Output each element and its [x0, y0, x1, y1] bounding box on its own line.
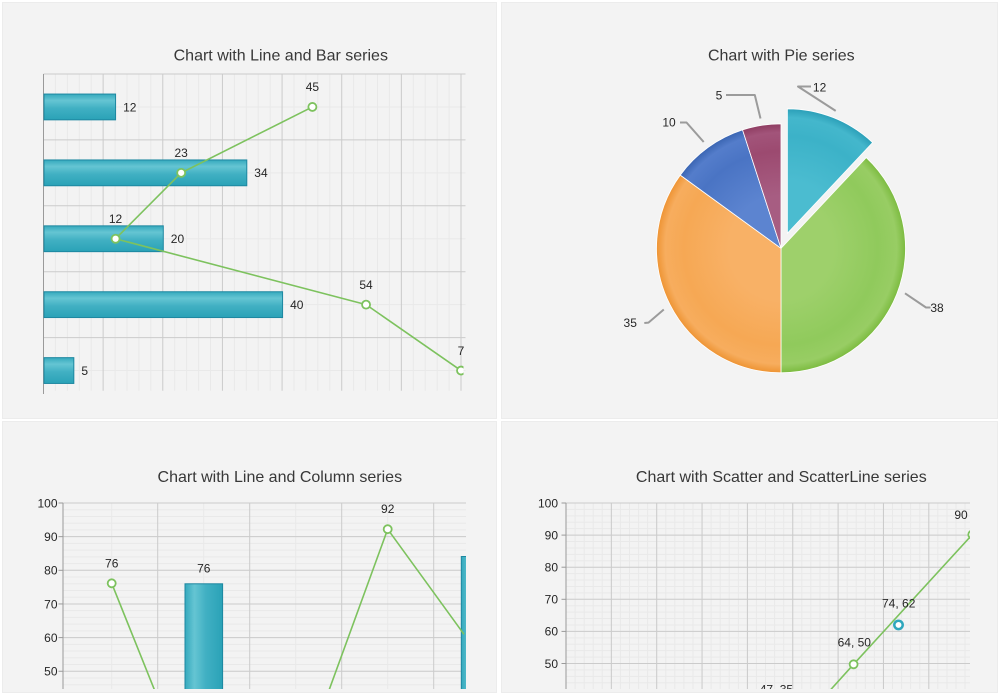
svg-text:5: 5	[81, 364, 88, 378]
svg-text:90: 90	[954, 508, 968, 522]
svg-text:90: 90	[44, 530, 58, 544]
svg-text:34: 34	[254, 166, 268, 180]
svg-text:40: 40	[290, 298, 304, 312]
svg-text:50: 50	[44, 665, 58, 679]
svg-text:12: 12	[123, 100, 137, 114]
svg-text:Chart with Scatter and Scatter: Chart with Scatter and ScatterLine serie…	[636, 469, 927, 486]
svg-text:90: 90	[545, 528, 559, 542]
svg-text:5: 5	[716, 88, 723, 102]
svg-text:47, 35: 47, 35	[760, 683, 794, 690]
svg-text:76: 76	[105, 556, 119, 570]
svg-text:70: 70	[545, 593, 559, 607]
svg-text:Chart with Line and Column ser: Chart with Line and Column series	[158, 469, 403, 486]
svg-text:80: 80	[545, 561, 559, 575]
svg-text:23: 23	[175, 146, 189, 160]
svg-text:60: 60	[545, 625, 559, 639]
svg-text:35: 35	[624, 316, 638, 330]
svg-text:100: 100	[37, 496, 57, 510]
svg-text:76: 76	[197, 561, 211, 575]
svg-text:12: 12	[813, 80, 827, 94]
svg-text:64, 50: 64, 50	[838, 636, 872, 650]
svg-text:60: 60	[44, 631, 58, 645]
svg-text:74, 62: 74, 62	[882, 597, 916, 611]
svg-text:80: 80	[44, 564, 58, 578]
svg-text:Chart with Pie series: Chart with Pie series	[708, 47, 855, 64]
svg-text:70: 70	[44, 597, 58, 611]
svg-text:54: 54	[359, 278, 373, 292]
svg-text:Chart with Line and Bar series: Chart with Line and Bar series	[174, 47, 388, 64]
svg-text:12: 12	[109, 212, 123, 226]
svg-text:20: 20	[171, 232, 185, 246]
svg-text:45: 45	[306, 80, 320, 94]
svg-text:7: 7	[458, 344, 465, 358]
svg-text:92: 92	[381, 502, 395, 516]
svg-text:38: 38	[930, 301, 944, 315]
svg-text:100: 100	[538, 496, 558, 510]
svg-text:10: 10	[662, 116, 676, 130]
svg-text:50: 50	[545, 657, 559, 671]
